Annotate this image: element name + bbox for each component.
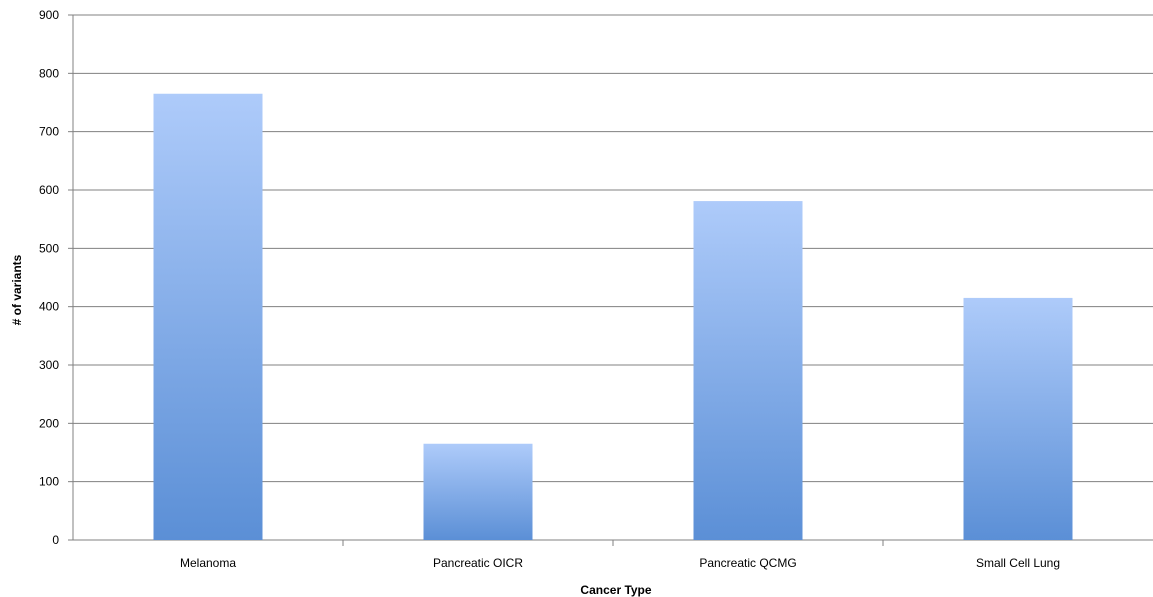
y-tick-label: 200 [39, 416, 59, 430]
y-tick-label: 500 [39, 241, 59, 255]
bar-pancreatic-oicr [423, 443, 533, 540]
y-tick-label: 800 [39, 66, 59, 80]
y-axis-title: # of variants [10, 254, 24, 325]
y-tick-label: 100 [39, 475, 59, 489]
y-tick-label: 900 [39, 8, 59, 22]
x-tick-labels: Melanoma Pancreatic OICR Pancreatic QCMG Sm… [180, 556, 1060, 570]
y-tick-label: 0 [52, 533, 59, 547]
bar-pancreatic-qcmg [693, 201, 803, 541]
bar-melanoma [153, 93, 263, 540]
y-tick-label: 700 [39, 125, 59, 139]
x-tick-label: Pancreatic OICR [433, 556, 523, 570]
x-tick-label: Melanoma [180, 556, 236, 570]
y-tick-label: 600 [39, 183, 59, 197]
y-tick-labels: 0 100 200 300 400 500 600 700 800 900 [39, 8, 59, 547]
bar-small-cell-lung [963, 297, 1073, 540]
x-axis-title: Cancer Type [580, 583, 651, 597]
bars [153, 93, 1073, 541]
y-tick-label: 400 [39, 300, 59, 314]
x-tick-label: Small Cell Lung [976, 556, 1060, 570]
x-tick-label: Pancreatic QCMG [699, 556, 796, 570]
y-tick-label: 300 [39, 358, 59, 372]
